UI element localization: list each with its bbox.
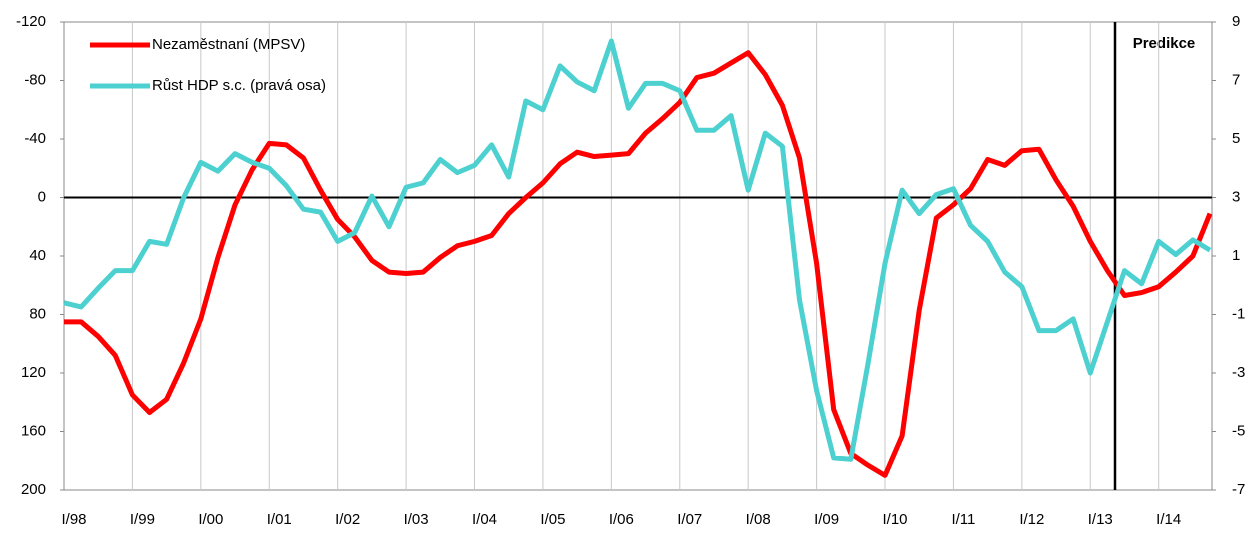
x-tick-label: I/01 — [267, 511, 292, 528]
y-tick-label: 200 — [21, 481, 46, 498]
x-tick-label: I/09 — [814, 511, 839, 528]
y-tick-label: -80 — [24, 71, 46, 88]
x-tick-label: I/14 — [1156, 511, 1181, 528]
y-tick-label: 80 — [29, 305, 46, 322]
y2-tick-label: -7 — [1232, 481, 1245, 498]
annotation: Predikce — [1133, 35, 1196, 52]
y2-tick-label: -5 — [1232, 422, 1245, 439]
x-tick-label: I/03 — [404, 511, 429, 528]
y2-tick-label: 7 — [1232, 71, 1240, 88]
y-tick-label: -40 — [24, 130, 46, 147]
x-tick-label: I/00 — [198, 511, 223, 528]
y2-tick-label: 1 — [1232, 247, 1240, 264]
y2-tick-label: -1 — [1232, 305, 1245, 322]
series-line — [64, 50, 1213, 478]
series-line — [63, 38, 1212, 462]
x-tick-label: I/08 — [746, 511, 771, 528]
legend-label: Nezaměstnaní (MPSV) — [152, 36, 305, 53]
legend-label: Růst HDP s.c. (pravá osa) — [152, 77, 326, 94]
y2-tick-label: 5 — [1232, 130, 1240, 147]
y-tick-label: 40 — [29, 247, 46, 264]
y2-tick-label: -3 — [1232, 364, 1245, 381]
x-tick-label: I/11 — [951, 511, 975, 528]
x-tick-label: I/13 — [1088, 511, 1113, 528]
y-tick-label: 160 — [21, 422, 46, 439]
y-tick-label: 0 — [38, 188, 46, 205]
x-tick-label: I/99 — [130, 511, 155, 528]
x-tick-label: I/98 — [61, 511, 86, 528]
y2-tick-label: 3 — [1232, 188, 1240, 205]
y-tick-label: -120 — [16, 13, 46, 30]
y-tick-label: 120 — [21, 364, 46, 381]
x-tick-label: I/04 — [472, 511, 497, 528]
x-tick-label: I/07 — [677, 511, 702, 528]
y2-tick-label: 9 — [1232, 13, 1240, 30]
x-tick-label: I/02 — [335, 511, 360, 528]
x-tick-label: I/12 — [1019, 511, 1044, 528]
x-tick-label: I/05 — [540, 511, 565, 528]
x-tick-label: I/10 — [882, 511, 907, 528]
x-tick-label: I/06 — [609, 511, 634, 528]
